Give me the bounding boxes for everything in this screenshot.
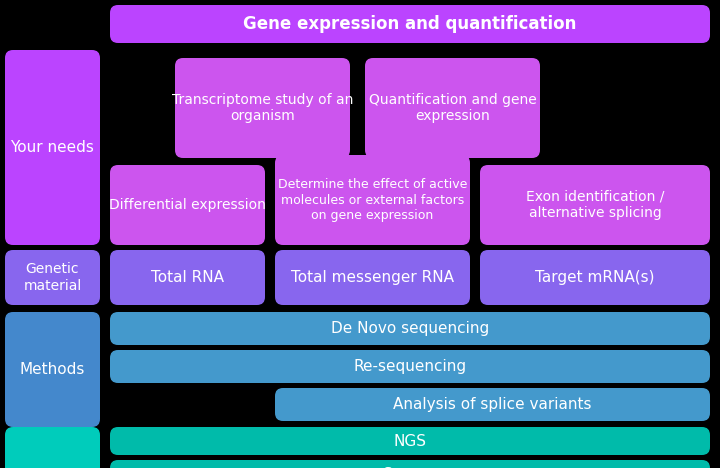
FancyBboxPatch shape — [5, 250, 100, 305]
Text: Methods: Methods — [20, 362, 85, 377]
FancyBboxPatch shape — [480, 250, 710, 305]
FancyBboxPatch shape — [175, 58, 350, 158]
Text: Exon identification /
alternative splicing: Exon identification / alternative splici… — [526, 190, 664, 220]
FancyBboxPatch shape — [480, 165, 710, 245]
Text: Sanger: Sanger — [383, 467, 437, 468]
FancyBboxPatch shape — [110, 165, 265, 245]
FancyBboxPatch shape — [5, 427, 100, 468]
Text: Re-sequencing: Re-sequencing — [354, 359, 467, 374]
Text: Transcriptome study of an
organism: Transcriptome study of an organism — [172, 93, 354, 123]
FancyBboxPatch shape — [110, 350, 710, 383]
FancyBboxPatch shape — [110, 460, 710, 468]
Text: Differential expression: Differential expression — [109, 198, 266, 212]
FancyBboxPatch shape — [275, 388, 710, 421]
Text: Gene expression and quantification: Gene expression and quantification — [243, 15, 577, 33]
Text: Quantification and gene
expression: Quantification and gene expression — [369, 93, 536, 123]
Text: Genetic
material: Genetic material — [23, 263, 81, 292]
FancyBboxPatch shape — [110, 312, 710, 345]
FancyBboxPatch shape — [110, 5, 710, 43]
FancyBboxPatch shape — [275, 155, 470, 245]
Text: De Novo sequencing: De Novo sequencing — [331, 321, 489, 336]
FancyBboxPatch shape — [365, 58, 540, 158]
Text: Your needs: Your needs — [11, 140, 94, 155]
Text: Determine the effect of active
molecules or external factors
on gene expression: Determine the effect of active molecules… — [278, 178, 467, 221]
Text: Target mRNA(s): Target mRNA(s) — [535, 270, 654, 285]
Text: Total messenger RNA: Total messenger RNA — [291, 270, 454, 285]
FancyBboxPatch shape — [275, 250, 470, 305]
FancyBboxPatch shape — [110, 427, 710, 455]
Text: NGS: NGS — [394, 433, 426, 448]
FancyBboxPatch shape — [5, 50, 100, 245]
Text: Total RNA: Total RNA — [151, 270, 224, 285]
Text: Analysis of splice variants: Analysis of splice variants — [393, 397, 592, 412]
FancyBboxPatch shape — [110, 250, 265, 305]
FancyBboxPatch shape — [5, 312, 100, 427]
